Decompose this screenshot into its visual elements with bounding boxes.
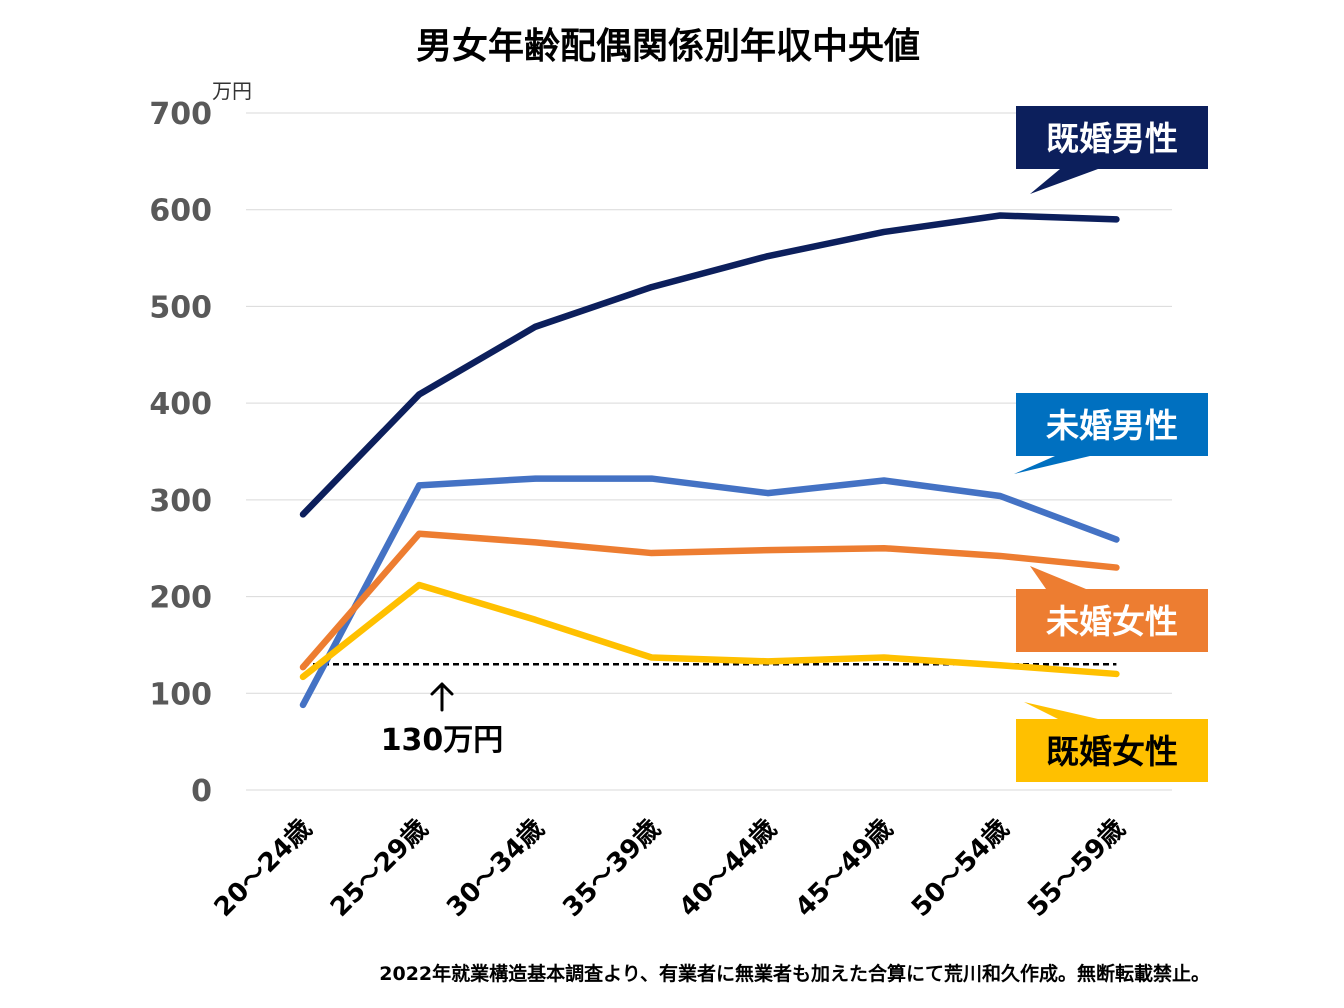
x-tick-label: 35～39歳 [557, 814, 666, 923]
data-point [648, 475, 655, 482]
data-point [532, 475, 539, 482]
legend-label: 未婚男性 [1046, 406, 1178, 445]
data-point [1113, 670, 1120, 677]
data-point [764, 253, 771, 260]
legend-label: 既婚男性 [1046, 119, 1178, 158]
reference-line-label: 130万円 [381, 723, 504, 758]
legend-pointer [1024, 702, 1098, 719]
up-arrow-icon [430, 682, 454, 712]
chart-title: 男女年齢配偶関係別年収中央値 [416, 26, 920, 67]
legend-label: 既婚女性 [1046, 732, 1178, 771]
data-point [764, 547, 771, 554]
data-point [416, 482, 423, 489]
y-tick-label: 0 [191, 774, 212, 809]
legend-pointer [1030, 566, 1086, 589]
data-point [997, 662, 1004, 669]
data-point [1113, 216, 1120, 223]
y-tick-label: 400 [149, 387, 212, 422]
data-point [532, 539, 539, 546]
legend-callout-0: 既婚男性 [1016, 106, 1208, 194]
series-line-0 [299, 212, 1120, 518]
y-tick-label: 200 [149, 581, 212, 616]
y-tick-label: 500 [149, 290, 212, 325]
x-tick-label: 45～49歳 [790, 814, 899, 923]
footnote: 2022年就業構造基本調査より、有業者に無業者も加えた合算にて荒川和久作成。無断… [379, 962, 1210, 985]
data-point [300, 673, 306, 680]
data-point [648, 284, 655, 291]
legend-pointer [1030, 169, 1098, 194]
data-point [881, 477, 887, 484]
x-tick-label: 40～44歳 [674, 814, 783, 923]
data-point [764, 490, 771, 497]
data-point [532, 323, 539, 330]
legend-pointer [1014, 456, 1090, 474]
data-point [997, 212, 1004, 219]
legend-box [1016, 106, 1208, 169]
legend-box [1016, 589, 1208, 652]
data-point [416, 530, 423, 537]
y-tick-label: 700 [149, 97, 212, 132]
y-unit-label: 万円 [212, 79, 252, 103]
data-point [997, 552, 1004, 559]
data-point [648, 550, 655, 557]
legend-label: 未婚女性 [1046, 602, 1178, 641]
x-tick-label: 25～29歳 [325, 814, 434, 923]
data-point [416, 581, 423, 588]
y-tick-label: 600 [149, 194, 212, 229]
series-line-2 [299, 530, 1120, 671]
x-tick-label: 55～59歳 [1022, 814, 1131, 923]
y-tick-label: 300 [149, 484, 212, 519]
x-tick-label: 20～24歳 [209, 814, 318, 923]
x-axis-ticks: 20～24歳 25～29歳 30～34歳 35～39歳 40～44歳 45～49歳 50～5… [209, 814, 1132, 923]
data-point [881, 545, 887, 552]
legend-box [1016, 393, 1208, 456]
data-point [881, 654, 887, 661]
data-point [648, 654, 655, 661]
data-point [881, 228, 887, 235]
legend-callout-2: 未婚女性 [1016, 566, 1208, 652]
series-line-3 [299, 581, 1120, 681]
y-tick-label: 100 [149, 677, 212, 712]
y-axis-ticks: 0 100 200 300 400 500 600 700 [149, 97, 212, 809]
series-line-1 [299, 475, 1120, 709]
data-point [300, 701, 306, 708]
series-lines [299, 212, 1120, 709]
data-point [764, 658, 771, 665]
x-tick-label: 50～54歳 [906, 814, 1015, 923]
data-point [532, 616, 539, 623]
data-point [300, 664, 306, 671]
data-point [300, 511, 306, 518]
data-point [1113, 536, 1120, 543]
legend-callout-1: 未婚男性 [1014, 393, 1208, 474]
data-point [997, 492, 1004, 499]
legend-callout-3: 既婚女性 [1016, 702, 1208, 782]
data-point [1113, 564, 1120, 571]
data-point [416, 391, 423, 398]
legend-box [1016, 719, 1208, 782]
x-tick-label: 30～34歳 [441, 814, 550, 923]
reference-line-group: 130万円 [303, 663, 1117, 758]
